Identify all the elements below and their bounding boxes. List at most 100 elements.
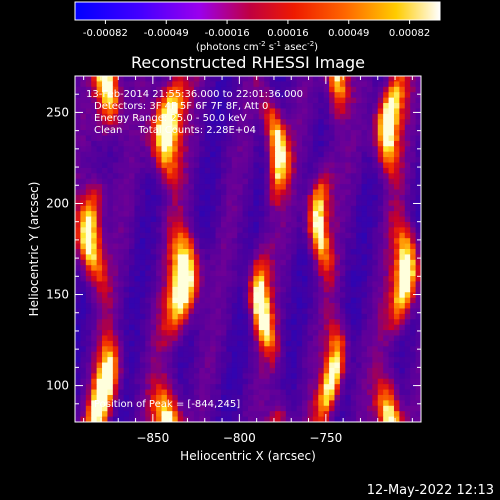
heatmap-cell: [345, 119, 352, 126]
heatmap-cell: [280, 157, 287, 163]
heatmap-cell: [291, 162, 298, 169]
heatmap-cell: [307, 238, 314, 245]
heatmap-cell: [188, 108, 195, 115]
heatmap-cell: [161, 216, 168, 223]
heatmap-cell: [345, 238, 352, 245]
heatmap-cell: [172, 135, 179, 142]
heatmap-cell: [220, 335, 227, 342]
heatmap-cell: [188, 200, 195, 207]
heatmap-cell: [237, 135, 244, 142]
heatmap-cell: [356, 389, 363, 396]
heatmap-cell: [302, 124, 308, 131]
heatmap-cell: [410, 335, 417, 342]
heatmap-cell: [204, 194, 211, 201]
heatmap-cell: [177, 313, 184, 320]
heatmap-cell: [372, 194, 379, 201]
heatmap-cell: [372, 389, 379, 396]
heatmap-cell: [372, 108, 379, 115]
heatmap-cell: [269, 259, 276, 266]
heatmap-cell: [134, 373, 141, 380]
heatmap-cell: [139, 227, 146, 234]
heatmap-cell: [388, 205, 395, 212]
heatmap-cell: [226, 308, 233, 315]
heatmap-cell: [118, 378, 125, 385]
heatmap-cell: [172, 113, 179, 120]
heatmap-cell: [210, 205, 217, 212]
heatmap-cell: [237, 265, 244, 272]
heatmap-cell: [383, 157, 390, 163]
heatmap-cell: [139, 113, 146, 120]
heatmap-cell: [296, 189, 303, 196]
heatmap-cell: [96, 173, 103, 180]
heatmap-cell: [366, 319, 373, 326]
heatmap-cell: [318, 416, 325, 422]
heatmap-cell: [231, 389, 238, 396]
heatmap-cell: [399, 124, 406, 131]
heatmap-cell: [393, 162, 400, 169]
heatmap-cell: [156, 205, 162, 212]
heatmap-cell: [415, 259, 421, 266]
heatmap-cell: [80, 92, 87, 99]
heatmap-cell: [377, 313, 384, 320]
heatmap-cell: [253, 362, 260, 369]
heatmap-cell: [366, 135, 373, 142]
heatmap-cell: [118, 146, 125, 153]
heatmap-cell: [156, 194, 162, 201]
heatmap-cell: [291, 303, 298, 309]
heatmap-cell: [253, 92, 260, 99]
y-tick-label: 150: [46, 288, 69, 302]
heatmap-cell: [156, 184, 162, 191]
heatmap-cell: [366, 238, 373, 245]
heatmap-cell: [139, 324, 146, 331]
heatmap-cell: [107, 238, 114, 245]
heatmap-cell: [307, 86, 314, 93]
heatmap-cell: [237, 238, 244, 245]
colorbar-ticks: [104, 20, 411, 24]
heatmap-cell: [139, 146, 146, 153]
heatmap-cell: [112, 173, 119, 180]
heatmap-cell: [112, 335, 119, 342]
heatmap-cell: [204, 249, 211, 255]
heatmap-cell: [253, 411, 260, 418]
heatmap-cell: [253, 211, 260, 218]
heatmap-cell: [356, 259, 363, 266]
heatmap-cell: [258, 151, 265, 158]
heatmap-cell: [183, 281, 190, 288]
heatmap-cell: [139, 162, 146, 169]
heatmap-cell: [220, 276, 227, 282]
heatmap-cell: [323, 254, 330, 261]
heatmap-cell: [215, 140, 222, 147]
heatmap-cell: [193, 416, 200, 422]
heatmap-cell: [102, 373, 108, 380]
heatmap-cell: [80, 400, 87, 407]
heatmap-cell: [80, 357, 87, 364]
heatmap-cell: [377, 373, 384, 380]
heatmap-cell: [118, 373, 125, 380]
heatmap-cell: [177, 335, 184, 342]
heatmap-cell: [226, 119, 233, 126]
heatmap-cell: [350, 265, 357, 272]
heatmap-cell: [318, 162, 325, 169]
heatmap-cell: [253, 178, 260, 185]
heatmap-cell: [188, 378, 195, 385]
heatmap-cell: [323, 173, 330, 180]
heatmap-cell: [112, 108, 119, 115]
heatmap-cell: [91, 184, 98, 191]
heatmap-cell: [285, 130, 292, 136]
heatmap-cell: [410, 108, 417, 115]
heatmap-cell: [242, 124, 249, 131]
heatmap-cell: [285, 162, 292, 169]
heatmap-cell: [372, 297, 379, 304]
heatmap-cell: [404, 232, 411, 239]
heatmap-cell: [75, 184, 81, 191]
heatmap-cell: [107, 162, 114, 169]
heatmap-cell: [329, 297, 335, 304]
heatmap-cell: [193, 281, 200, 288]
heatmap-cell: [285, 221, 292, 228]
heatmap-cell: [302, 335, 308, 342]
heatmap-cell: [210, 362, 217, 369]
heatmap-cell: [253, 103, 260, 109]
heatmap-cell: [307, 346, 314, 353]
heatmap-cell: [361, 194, 368, 201]
heatmap-cell: [156, 292, 162, 299]
